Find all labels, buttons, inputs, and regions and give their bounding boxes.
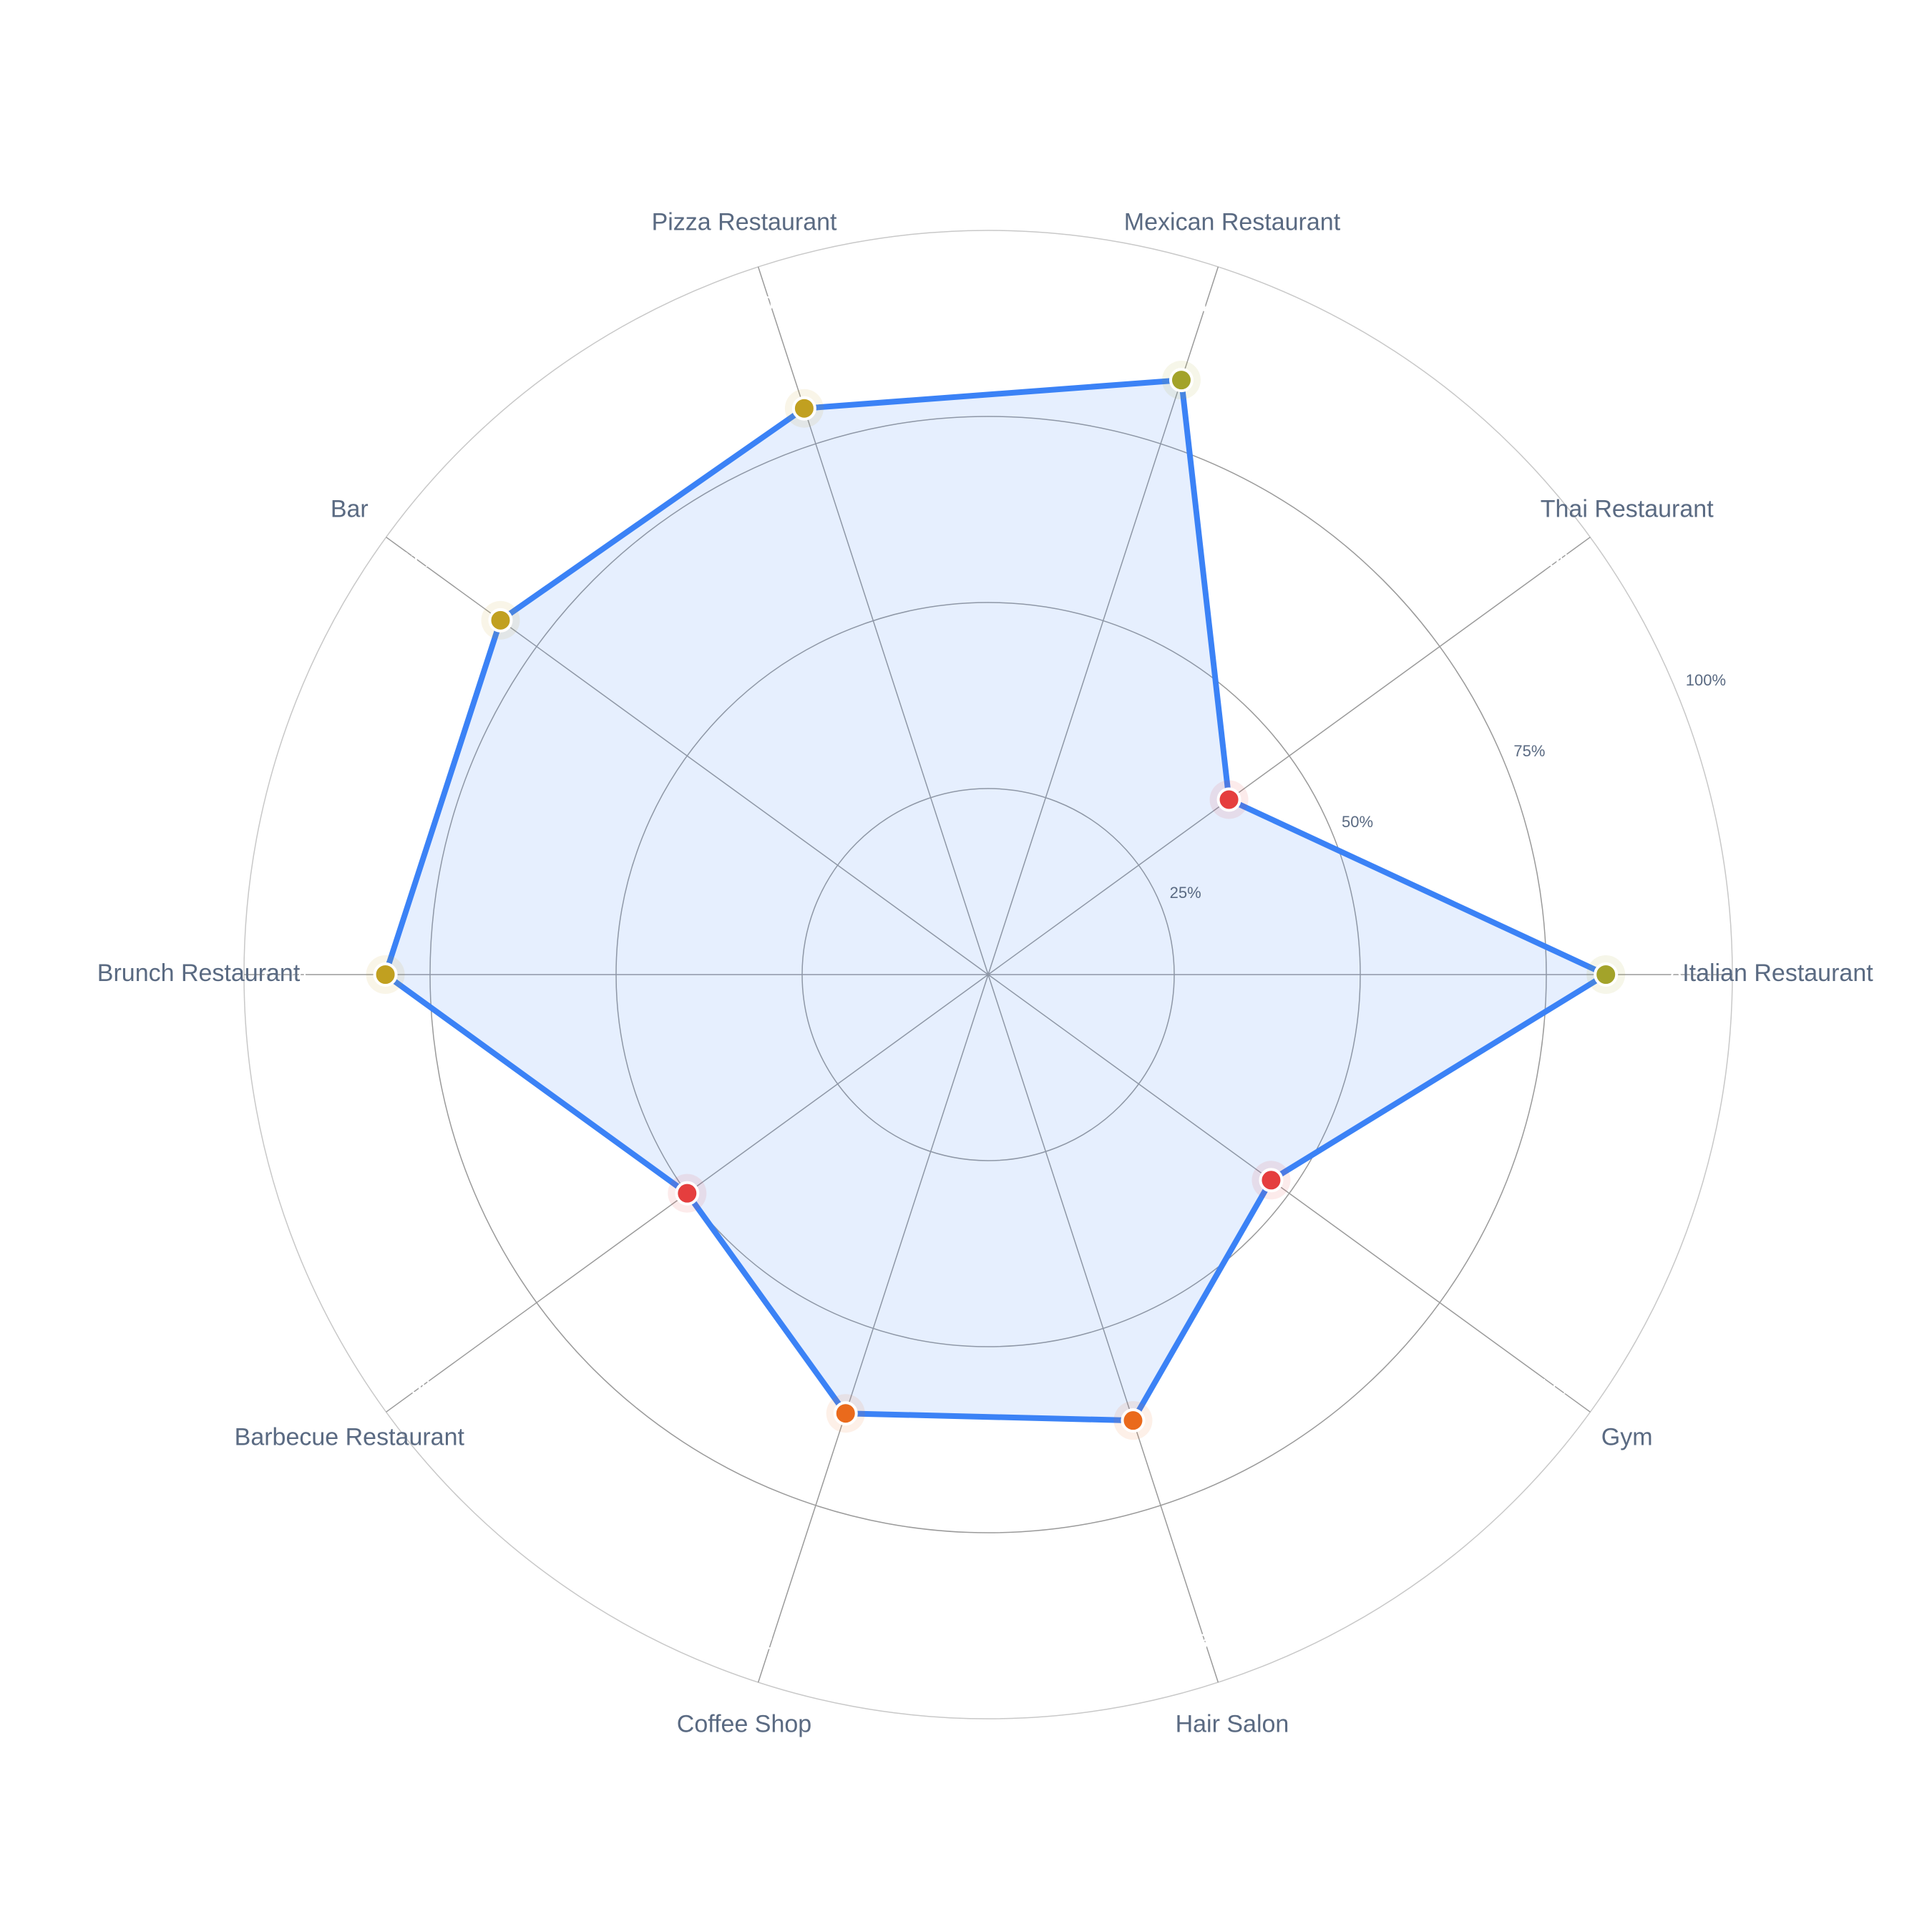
- value-label: 80%: [749, 293, 792, 316]
- marker: [791, 396, 816, 421]
- r-tick-label: 50%: [1342, 813, 1373, 831]
- category-label: Barbecue Restaurant: [235, 1424, 465, 1451]
- value-label: 47%: [1536, 1375, 1579, 1399]
- value-label: 40%: [1536, 548, 1579, 572]
- r-tick-label: 25%: [1170, 884, 1201, 902]
- marker: [1259, 1168, 1284, 1193]
- marker: [1169, 368, 1194, 393]
- value-label: 84%: [1184, 293, 1227, 316]
- value-label: 81%: [398, 548, 441, 572]
- spoke: [987, 974, 1219, 1683]
- value-label: 83%: [1670, 962, 1713, 985]
- marker: [1121, 1408, 1146, 1433]
- category-label: Pizza Restaurant: [652, 209, 837, 236]
- spoke: [987, 974, 1591, 1413]
- category-label: Gym: [1601, 1424, 1653, 1451]
- r-tick-label: 75%: [1513, 742, 1545, 760]
- category-label: Hair Salon: [1176, 1710, 1289, 1737]
- spoke: [757, 266, 989, 975]
- value-label: 81%: [263, 962, 306, 985]
- marker: [675, 1181, 700, 1206]
- value-label: 50%: [398, 1375, 441, 1399]
- value-label: 62%: [749, 1631, 792, 1654]
- spoke: [987, 537, 1591, 975]
- marker: [1594, 962, 1619, 987]
- category-label: Italian Restaurant: [1682, 960, 1873, 987]
- category-label: Bar: [331, 495, 369, 522]
- spoke: [386, 537, 989, 975]
- value-label: 63%: [1184, 1631, 1227, 1654]
- radar-area: [381, 376, 1612, 1424]
- spoke: [757, 974, 989, 1683]
- marker: [488, 608, 513, 633]
- marker: [833, 1401, 858, 1426]
- marker: [1216, 787, 1241, 812]
- category-label: Coffee Shop: [677, 1710, 811, 1737]
- marker: [373, 962, 398, 987]
- category-label: Brunch Restaurant: [97, 960, 301, 987]
- r-tick-label: 100%: [1686, 671, 1726, 689]
- category-label: Thai Restaurant: [1541, 495, 1714, 522]
- category-label: Mexican Restaurant: [1124, 209, 1341, 236]
